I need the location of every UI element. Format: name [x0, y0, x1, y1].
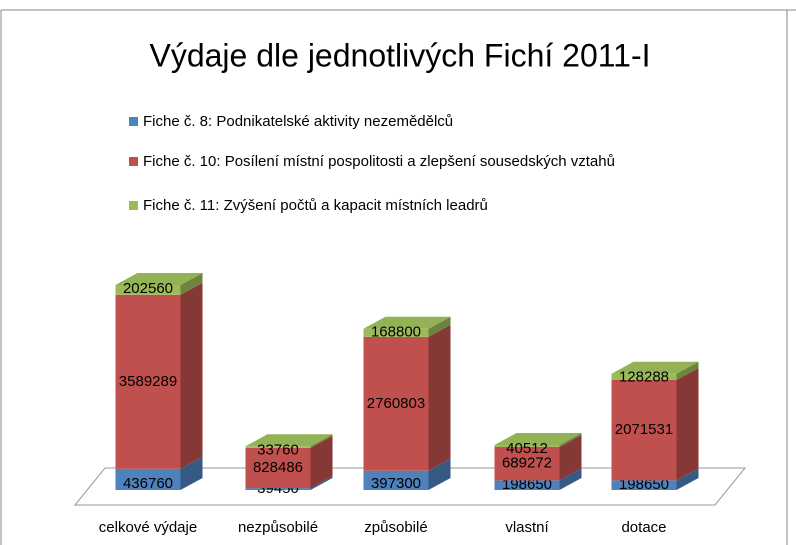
data-label: 2071531: [615, 421, 673, 438]
bar-side: [180, 273, 203, 295]
bar-top: [494, 432, 582, 445]
bar: [611, 480, 677, 490]
data-label: 3589289: [119, 373, 177, 390]
legend-label: Fiche č. 11: Zvýšení počtů a kapacit mís…: [143, 197, 488, 214]
bar-side: [559, 434, 582, 481]
x-tick-label: vlastní: [505, 519, 549, 536]
bar-side: [676, 361, 699, 380]
bar: [115, 294, 181, 469]
data-label: 33760: [257, 441, 299, 458]
bar-top: [363, 316, 451, 329]
x-tick-label: celkové výdaje: [99, 519, 197, 536]
bar: [363, 336, 429, 471]
bar: [245, 447, 311, 489]
bar-side: [428, 316, 451, 337]
data-label: 40512: [506, 440, 548, 457]
data-label: 2760803: [367, 395, 425, 412]
data-label: 128288: [619, 369, 669, 386]
bar-side: [428, 324, 451, 471]
bar-side: [310, 435, 333, 489]
data-label: 198650: [619, 476, 669, 493]
bar-side: [310, 434, 333, 448]
x-tick-label: nezpůsobilé: [238, 519, 318, 536]
legend-swatch: [129, 157, 138, 166]
bar: [363, 328, 429, 337]
data-label: 689272: [502, 455, 552, 472]
bar-top: [245, 434, 333, 447]
bar-side: [559, 468, 582, 490]
bar-side: [310, 476, 333, 490]
legend-label: Fiche č. 8: Podnikatelské aktivity nezem…: [143, 113, 453, 130]
data-label: 198650: [502, 476, 552, 493]
bar: [245, 488, 311, 490]
bar: [494, 444, 560, 447]
data-label: 397300: [371, 475, 421, 492]
bar: [115, 468, 181, 490]
bar: [494, 446, 560, 481]
legend-swatch: [129, 201, 138, 210]
bar-side: [676, 367, 699, 481]
legend-swatch: [129, 117, 138, 126]
bar: [611, 373, 677, 380]
bar-side: [676, 468, 699, 490]
bar: [115, 285, 181, 295]
bar-side: [180, 456, 203, 490]
data-label: 828486: [253, 459, 303, 476]
data-label: 202560: [123, 280, 173, 297]
bar-side: [180, 282, 203, 469]
bar: [363, 470, 429, 490]
bar-side: [428, 458, 451, 490]
bar: [494, 480, 560, 490]
data-label: 168800: [371, 324, 421, 341]
x-tick-label: způsobilé: [364, 519, 427, 536]
bar: [245, 446, 311, 448]
bar-side: [559, 432, 582, 447]
bar-top: [115, 273, 203, 285]
x-tick-label: dotace: [621, 519, 666, 536]
bar-top: [611, 361, 699, 374]
data-label: 436760: [123, 475, 173, 492]
chart-title: Výdaje dle jednotlivých Fichí 2011-I: [149, 37, 650, 73]
bar: [611, 379, 677, 481]
legend-label: Fiche č. 10: Posílení místní pospolitost…: [143, 153, 615, 170]
